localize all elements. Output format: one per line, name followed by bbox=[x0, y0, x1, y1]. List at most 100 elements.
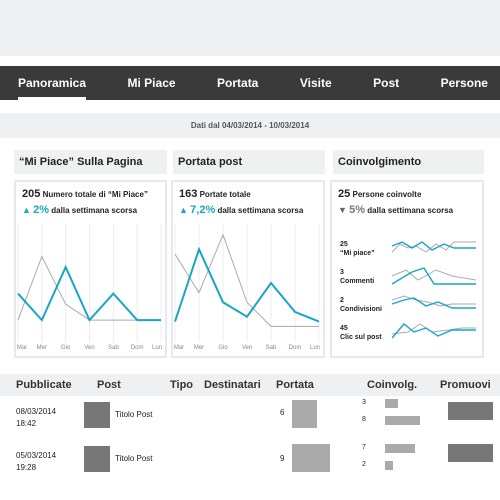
table-row[interactable]: 05/03/2014 19:28 Titolo Post 9 7 2 bbox=[0, 440, 500, 490]
x-tick-label: Sab bbox=[107, 345, 119, 351]
reach-x-axis: Mar Mer Gio Ven Sab Dom Lun bbox=[173, 345, 323, 355]
nav-tab-persone[interactable]: Persone bbox=[440, 76, 488, 90]
x-tick-label: Dom bbox=[288, 345, 302, 351]
table-row[interactable]: 08/03/2014 18:42 Titolo Post 6 3 8 bbox=[0, 396, 500, 446]
metric-sparkline bbox=[392, 295, 476, 309]
reach-bar bbox=[292, 444, 330, 472]
reach-card: 163 Portate totale ▲ 7,2% dalla settiman… bbox=[171, 180, 325, 358]
posts-table-header bbox=[0, 374, 500, 396]
metric-row-comments: 3 Commenti bbox=[332, 266, 482, 292]
reach-line-chart bbox=[174, 224, 320, 342]
metric-row-clicks: 45 Clic sul post bbox=[332, 322, 482, 348]
promote-button[interactable] bbox=[448, 444, 493, 462]
chart-series-line bbox=[174, 246, 320, 323]
post-title[interactable]: Titolo Post bbox=[115, 410, 153, 419]
col-header-destinatari[interactable]: Destinatari bbox=[204, 379, 261, 391]
top-bar bbox=[0, 0, 500, 56]
promote-button[interactable] bbox=[448, 402, 493, 420]
x-tick-label: Ven bbox=[84, 345, 95, 351]
metric-sparkline bbox=[392, 241, 476, 253]
nav-tab-mi-piace[interactable]: Mi Piace bbox=[127, 76, 176, 90]
col-header-portata[interactable]: Portata bbox=[276, 379, 314, 391]
metric-label: “Mi piace” bbox=[340, 250, 375, 257]
engagement-bottom-bar bbox=[385, 461, 393, 470]
x-tick-label: Sab bbox=[265, 345, 277, 351]
col-header-promuovi[interactable]: Promuovi bbox=[440, 379, 491, 391]
engagement-bottom-value: 8 bbox=[362, 416, 366, 423]
post-date: 05/03/2014 bbox=[16, 451, 57, 460]
engagement-card-title: Coinvolgimento bbox=[333, 150, 484, 174]
likes-card-title: “Mi Piace” Sulla Pagina bbox=[14, 150, 167, 174]
engagement-delta-value: 5% bbox=[349, 204, 366, 216]
reach-value: 6 bbox=[280, 408, 285, 417]
metric-value: 2 bbox=[340, 297, 344, 304]
chart-series-line bbox=[174, 233, 319, 327]
chart-series-line bbox=[17, 264, 161, 322]
triangle-up-icon: ▲ bbox=[179, 205, 188, 215]
metric-label: Commenti bbox=[340, 278, 375, 285]
triangle-down-icon: ▼ bbox=[338, 205, 347, 215]
x-tick-label: Dom bbox=[130, 345, 144, 351]
nav-tab-panoramica[interactable]: Panoramica bbox=[18, 66, 87, 100]
col-header-pubblicate[interactable]: Pubblicate bbox=[16, 379, 72, 391]
reach-total: 163 Portate totale bbox=[179, 188, 251, 200]
engagement-delta-label: dalla settimana scorsa bbox=[367, 206, 454, 215]
engagement-total-value: 25 bbox=[338, 188, 351, 200]
reach-total-value: 163 bbox=[179, 188, 198, 200]
x-tick-label: Gio bbox=[60, 345, 71, 351]
likes-card: 205 Numero totale di “Mi Piace” ▲ 2% dal… bbox=[14, 180, 167, 358]
nav-tab-portata[interactable]: Portata bbox=[217, 76, 259, 90]
col-header-coinvolg[interactable]: Coinvolg. bbox=[367, 379, 418, 391]
metric-label: Condivisioni bbox=[340, 306, 382, 313]
post-thumbnail[interactable] bbox=[84, 402, 110, 428]
metric-row-shares: 2 Condivisioni bbox=[332, 294, 482, 320]
metric-label: Clic sul post bbox=[340, 334, 382, 341]
engagement-top-value: 3 bbox=[362, 399, 366, 406]
triangle-up-icon: ▲ bbox=[22, 205, 31, 215]
engagement-total: 25 Persone coinvolte bbox=[338, 188, 421, 200]
post-time: 18:42 bbox=[16, 419, 37, 428]
likes-total-label: Numero totale di “Mi Piace” bbox=[42, 190, 148, 199]
x-tick-label: Mer bbox=[193, 345, 205, 351]
metric-sparkline bbox=[392, 267, 476, 285]
engagement-top-value: 7 bbox=[362, 444, 366, 451]
metric-value: 45 bbox=[340, 325, 348, 332]
engagement-card: 25 Persone coinvolte ▼ 5% dalla settiman… bbox=[330, 180, 484, 358]
col-header-post[interactable]: Post bbox=[97, 379, 121, 391]
date-range: Dati dal 04/03/2014 - 10/03/2014 bbox=[190, 121, 310, 130]
col-header-tipo[interactable]: Tipo bbox=[170, 379, 194, 391]
engagement-total-label: Persone coinvolte bbox=[352, 190, 422, 199]
reach-delta-label: dalla settimana scorsa bbox=[217, 206, 304, 215]
post-date: 08/03/2014 bbox=[16, 407, 57, 416]
likes-delta: ▲ 2% dalla settimana scorsa bbox=[22, 204, 137, 216]
x-tick-label: Lun bbox=[309, 345, 321, 351]
nav-tab-post[interactable]: Post bbox=[373, 76, 400, 90]
reach-delta-value: 7,2% bbox=[190, 204, 216, 216]
post-thumbnail[interactable] bbox=[84, 446, 110, 472]
metric-value: 3 bbox=[340, 269, 344, 276]
engagement-delta: ▼ 5% dalla settimana scorsa bbox=[338, 204, 453, 216]
reach-total-label: Portate totale bbox=[199, 190, 251, 199]
likes-line-chart bbox=[17, 224, 162, 342]
date-strip bbox=[0, 113, 500, 138]
likes-total-value: 205 bbox=[22, 188, 41, 200]
x-tick-label: Lun bbox=[151, 345, 163, 351]
x-tick-label: Gio bbox=[218, 345, 228, 351]
reach-value: 9 bbox=[280, 454, 285, 463]
engagement-bottom-value: 2 bbox=[362, 461, 366, 468]
metric-value: 25 bbox=[340, 241, 348, 248]
x-tick-label: Mar bbox=[16, 345, 28, 351]
likes-delta-value: 2% bbox=[33, 204, 50, 216]
engagement-top-bar bbox=[385, 399, 398, 408]
post-title[interactable]: Titolo Post bbox=[115, 454, 153, 463]
nav-tab-visite[interactable]: Visite bbox=[299, 76, 332, 90]
engagement-bottom-bar bbox=[385, 416, 420, 425]
post-time: 19:28 bbox=[16, 463, 37, 472]
x-tick-label: Ven bbox=[241, 345, 253, 351]
metric-row-likes: 25 “Mi piace” bbox=[332, 238, 482, 264]
reach-bar bbox=[292, 400, 318, 428]
x-tick-label: Mar bbox=[173, 345, 185, 351]
x-tick-label: Mer bbox=[36, 345, 47, 351]
likes-total: 205 Numero totale di “Mi Piace” bbox=[22, 188, 148, 200]
reach-card-title: Portata post bbox=[173, 150, 325, 174]
